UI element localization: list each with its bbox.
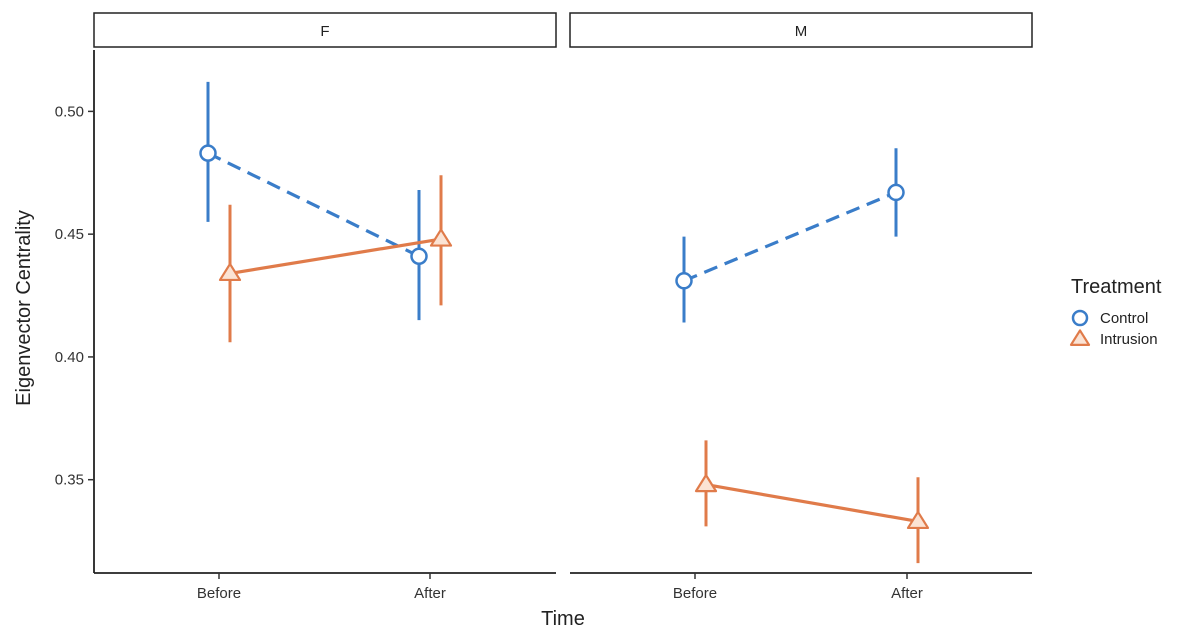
intrusion-point-marker [906,510,930,530]
series-control [675,148,905,323]
intrusion-point-marker [429,228,453,247]
legend-control-icon [1071,309,1089,327]
control-point-marker [887,183,905,202]
x-tick-label: After [414,585,446,602]
control-point-marker [675,272,693,290]
series-intrusion [694,440,930,564]
y-tick-label: 0.45 [55,226,84,243]
series-line-control [683,190,897,283]
panel-F: F Before After [93,12,557,602]
legend-title: Treatment [1071,276,1162,298]
series-line-control [207,151,420,258]
y-axis-title: Eigenvector Centrality [13,210,35,406]
control-point-marker [199,144,217,162]
x-tick-label: Before [673,585,717,602]
x-axis-title: Time [541,608,585,630]
legend-label-intrusion: Intrusion [1100,331,1158,348]
series-line-intrusion [229,237,442,276]
y-axis: 0.35 0.40 0.45 0.50 [55,103,94,489]
y-tick-label: 0.35 [55,472,84,489]
panel-M: M Before After [569,12,1033,602]
intrusion-point-marker [694,474,718,493]
y-tick-label: 0.40 [55,349,84,366]
x-tick-label: After [891,585,923,602]
legend: Treatment Control Intrusion [1069,276,1162,348]
facet-strip-label: F [320,23,329,40]
facet-strip [93,12,557,48]
y-tick-label: 0.50 [55,103,84,120]
facet-strip-label: M [795,23,808,40]
legend-intrusion-icon [1069,329,1091,346]
legend-label-control: Control [1100,310,1148,327]
intrusion-point-marker [218,262,242,282]
panels: F Before After M Before After [93,12,1033,602]
series-line-intrusion [705,483,919,524]
control-point-marker [410,247,428,266]
series-control [199,81,428,321]
facet-strip [569,12,1033,48]
x-tick-label: Before [197,585,241,602]
series-intrusion [218,175,453,343]
